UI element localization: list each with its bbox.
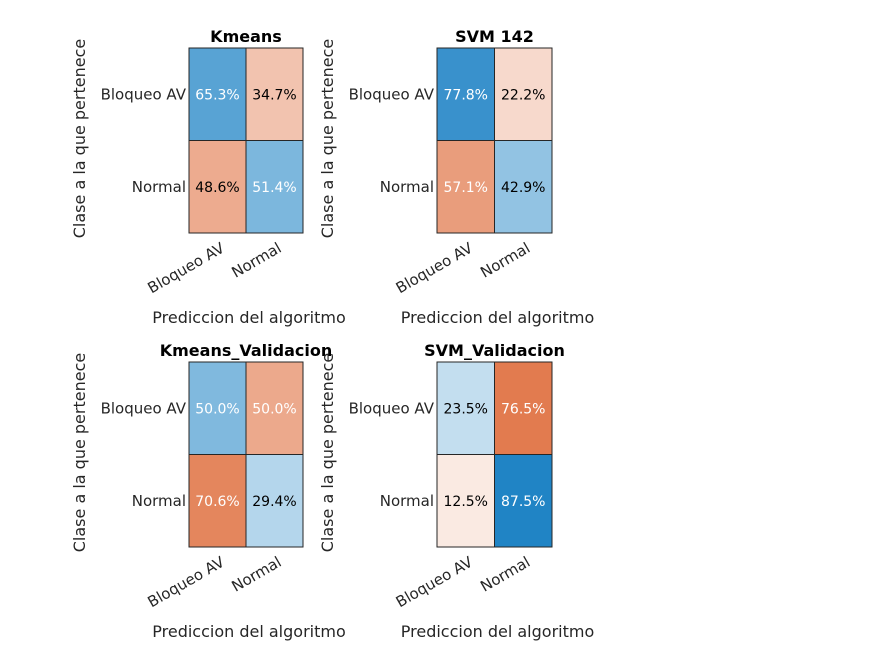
matrix-cell [494,48,552,141]
y-tick-label: Bloqueo AV [101,85,187,103]
matrix-cell [189,454,246,547]
cell-value-label: 50.0% [195,401,239,417]
chart-title: Kmeans [210,27,282,46]
y-tick-label: Bloqueo AV [349,85,435,103]
matrix-cell [437,140,495,233]
matrix-cell [437,454,495,547]
matrix-cell [189,140,246,233]
matrix-cell [437,362,495,455]
cell-value-label: 29.4% [252,494,296,510]
cell-value-label: 70.6% [195,494,239,510]
matrix-cell [246,48,303,141]
matrix-cell [189,362,246,455]
cell-value-label: 34.7% [252,87,296,103]
cell-value-label: 23.5% [444,401,488,417]
matrix-cell [189,48,246,141]
cell-value-label: 51.4% [252,180,296,196]
chart-title: SVM_Validacion [424,341,565,360]
y-tick-label: Normal [380,178,434,196]
y-tick-label: Normal [132,492,186,510]
cell-value-label: 22.2% [501,87,545,103]
matrix-border [436,47,553,234]
y-tick-label: Normal [380,492,434,510]
cell-value-label: 12.5% [444,494,488,510]
x-axis-label: Prediccion del algoritmo [152,308,346,327]
confusion-chart-kmeans-validacion: 50.0% 50.0% 70.6% 29.4% Kmeans_Validacion Blo… [70,341,346,641]
y-axis-label: Clase a la que pertenece [70,353,89,552]
y-tick-label: Normal [132,178,186,196]
cell-value-label: 77.8% [444,87,488,103]
x-axis-label: Prediccion del algoritmo [401,308,595,327]
matrix-cell [246,362,303,455]
cell-value-label: 48.6% [195,180,239,196]
cell-value-label: 57.1% [444,180,488,196]
x-axis-label: Prediccion del algoritmo [401,622,595,641]
y-tick-label: Bloqueo AV [349,399,435,417]
matrix-cell [494,140,552,233]
matrix-border [188,47,304,234]
x-tick-label: Normal [477,553,533,596]
chart-title: SVM 142 [455,27,534,46]
confusion-chart-svm-validacion: 23.5% 76.5% 12.5% 87.5% SVM_Validacion Bloque… [318,341,594,641]
matrix-cell [437,48,495,141]
matrix-cell [494,454,552,547]
matrix-cell [246,454,303,547]
cell-value-label: 87.5% [501,494,545,510]
y-axis-label: Clase a la que pertenece [318,39,337,238]
cell-value-label: 76.5% [501,401,545,417]
matrix-cell [494,362,552,455]
x-tick-label: Normal [228,239,284,282]
chart-title: Kmeans_Validacion [160,341,333,360]
y-axis-label: Clase a la que pertenece [70,39,89,238]
x-tick-label: Bloqueo AV [393,239,477,298]
x-tick-label: Normal [228,553,284,596]
x-tick-label: Bloqueo AV [145,553,229,612]
y-tick-label: Bloqueo AV [101,399,187,417]
matrix-cell [246,140,303,233]
x-tick-label: Bloqueo AV [145,239,229,298]
x-tick-label: Bloqueo AV [393,553,477,612]
cell-value-label: 50.0% [252,401,296,417]
cell-value-label: 42.9% [501,180,545,196]
x-tick-label: Normal [477,239,533,282]
cell-value-label: 65.3% [195,87,239,103]
y-axis-label: Clase a la que pertenece [318,353,337,552]
matrix-border [436,361,553,548]
matrix-border [188,361,304,548]
x-axis-label: Prediccion del algoritmo [152,622,346,641]
